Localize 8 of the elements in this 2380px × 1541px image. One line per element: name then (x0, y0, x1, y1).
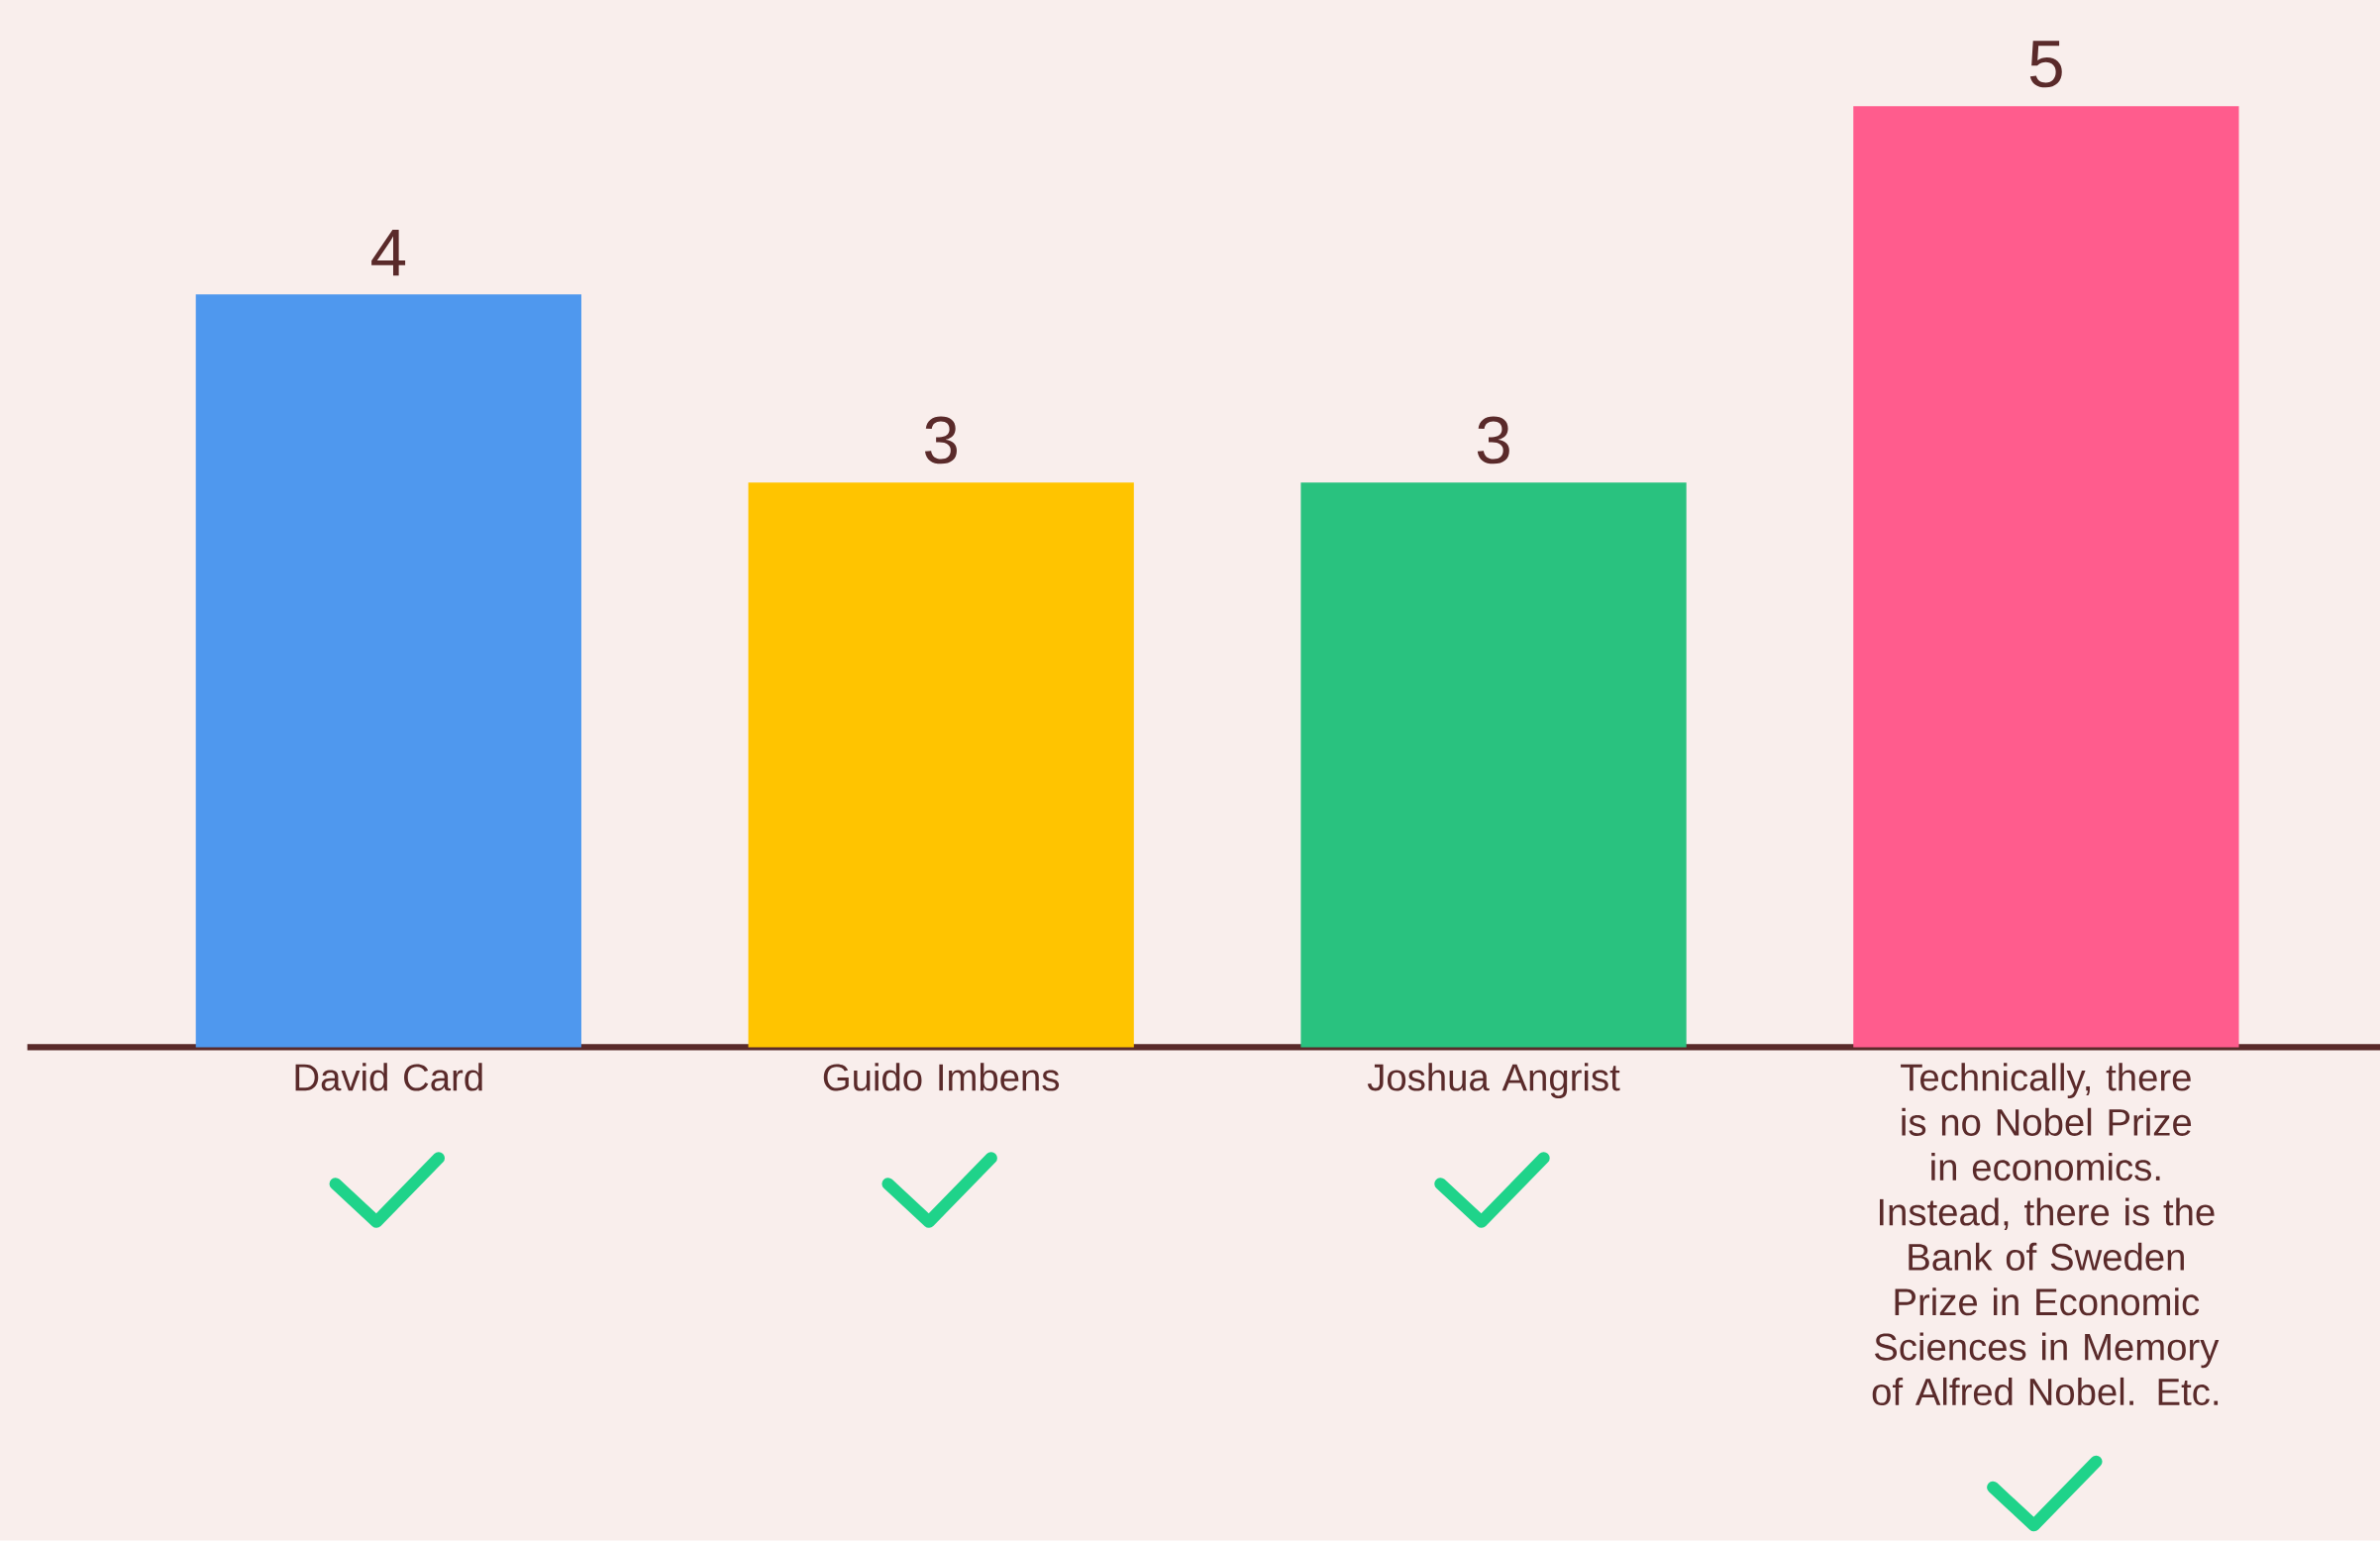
data-label: 5 (2029, 41, 2062, 88)
data-label: 3 (924, 416, 957, 464)
x-tick-label: David Card (295, 1063, 482, 1091)
x-tick-label: Joshua Angrist (1367, 1063, 1620, 1099)
x-tick-label: Guido Imbens (823, 1063, 1060, 1091)
x-tick-label: Technically, there is no Nobel Prize in economics. Instead, there is the Bank of Sweden Prize in Economic Sciences in Memory of Alfred Nobel. Etc. (1872, 1063, 2220, 1406)
data-label: 3 (1477, 416, 1509, 464)
data-label: 4 (371, 230, 406, 276)
